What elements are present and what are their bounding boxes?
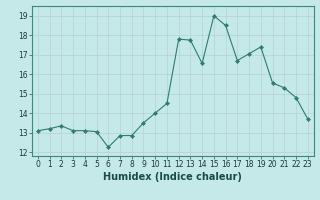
- X-axis label: Humidex (Indice chaleur): Humidex (Indice chaleur): [103, 172, 242, 182]
